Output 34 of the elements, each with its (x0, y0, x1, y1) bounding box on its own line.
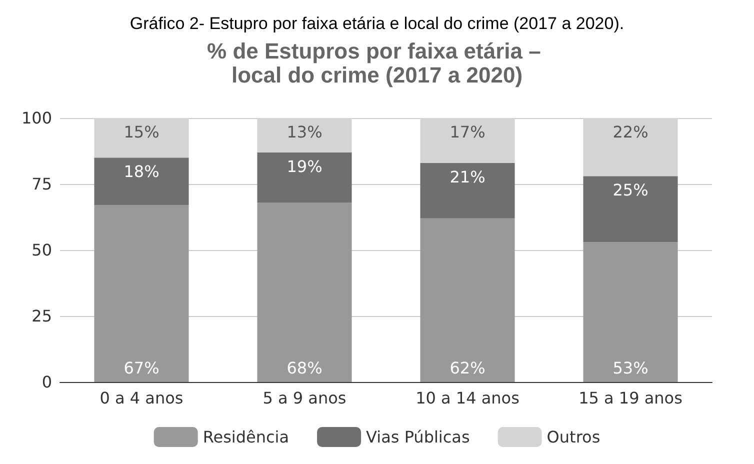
bar (583, 176, 678, 242)
bar (583, 242, 678, 382)
data-label: 13% (286, 122, 322, 142)
bar (257, 202, 352, 382)
x-tick-label: 15 a 19 anos (578, 388, 682, 408)
x-tick-label: 5 a 9 anos (262, 388, 346, 408)
x-tick-label: 0 a 4 anos (100, 388, 184, 408)
y-tick-label: 0 (42, 372, 52, 392)
y-tick-label: 100 (21, 108, 52, 128)
data-label: 67% (124, 358, 160, 378)
y-tick-label: 25 (32, 306, 52, 326)
data-label: 15% (124, 122, 160, 142)
bar (94, 158, 189, 206)
bar (257, 152, 352, 202)
data-label: 18% (124, 162, 160, 182)
data-label: 22% (612, 122, 648, 142)
data-label: 62% (450, 358, 486, 378)
data-label: 53% (612, 358, 648, 378)
data-label: 17% (450, 122, 486, 142)
bar (420, 218, 515, 382)
y-tick-label: 75 (32, 174, 52, 194)
bar (420, 162, 515, 218)
y-tick-label: 50 (32, 240, 52, 260)
legend-label: Vias Públicas (366, 428, 470, 446)
x-tick-label: 10 a 14 anos (416, 388, 520, 408)
data-label: 68% (286, 358, 322, 378)
data-label: 25% (612, 180, 648, 200)
legend-label: Outros (546, 428, 600, 446)
chart-title: Gráfico 2- Estupro por faixa etária e local do crime (2017 a 2020). (130, 14, 624, 33)
bar (94, 205, 189, 382)
legend-label: Residência (202, 428, 290, 446)
chart-subtitle: % de Estupros por faixa etária – local do crime (2017 a 2020) (207, 38, 547, 88)
data-label: 19% (286, 156, 322, 176)
data-label: 21% (450, 167, 486, 186)
